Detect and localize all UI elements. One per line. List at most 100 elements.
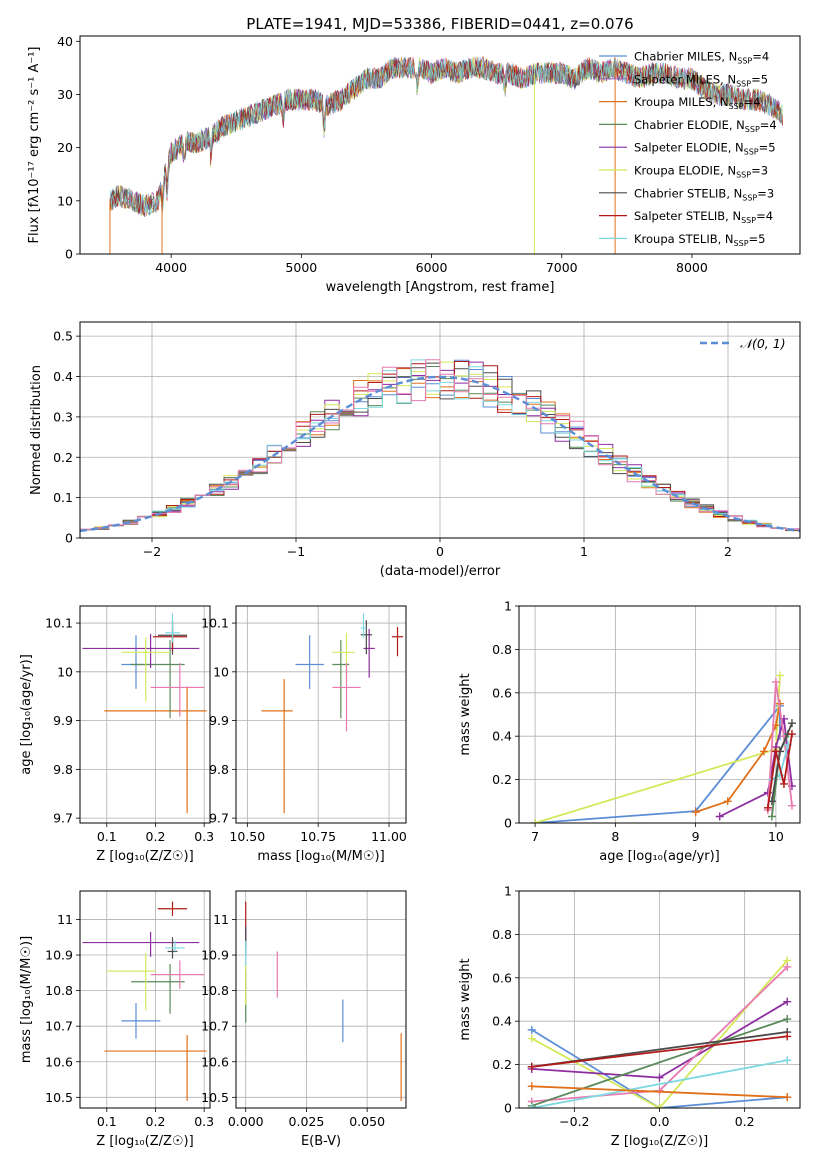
y-tick-label: 0.4	[53, 369, 73, 384]
x-tick-label: 0.3	[194, 1114, 214, 1129]
y-tick-label: 0.2	[492, 1057, 512, 1072]
y-tick-label: 11	[213, 912, 229, 927]
x-axis-label: E(B-V)	[301, 1134, 341, 1149]
panel-mass-vs-ebv: 0.000 0.025 0.050 10.5 10.6 10.7 10.8 10.9 11 E(B…	[201, 890, 407, 1149]
y-tick-label: 0.8	[492, 642, 512, 657]
weight-line	[531, 1018, 788, 1107]
errorbar-point	[121, 637, 171, 702]
y-tick-label: 10.7	[45, 1019, 73, 1034]
weight-marker	[531, 819, 540, 823]
weight-marker	[779, 779, 788, 788]
spectrum-line	[109, 57, 783, 216]
weight-line	[531, 1085, 788, 1099]
y-tick-label: 10.1	[201, 616, 229, 631]
y-axis-label: age [log₁₀(age/yr)]	[19, 654, 34, 775]
normal-curve	[80, 375, 800, 533]
legend-label: Kroupa MILES, NSSP=4	[634, 95, 760, 111]
weight-marker	[767, 812, 776, 821]
weight-marker	[527, 1062, 536, 1071]
x-tick-label: 6000	[416, 260, 448, 275]
legend-label: Kroupa ELODIE, NSSP=3	[634, 164, 768, 180]
weight-marker	[775, 671, 784, 680]
weight-marker	[763, 803, 772, 812]
weight-marker	[783, 962, 792, 971]
x-tick-label: 7	[531, 829, 539, 844]
y-tick-label: 1	[504, 599, 512, 614]
plot-area	[82, 901, 207, 1101]
weight-marker	[783, 1032, 792, 1041]
legend-label: Salpeter STELIB, NSSP=4	[634, 209, 773, 225]
y-tick-label: 9.9	[53, 713, 73, 728]
weight-marker	[787, 719, 796, 728]
y-tick-label: 10.5	[201, 1090, 229, 1105]
weight-marker	[771, 747, 780, 756]
y-tick-label: 0.4	[492, 729, 512, 744]
figure-title: PLATE=1941, MJD=53386, FIBERID=0441, z=0…	[246, 15, 633, 33]
y-tick-label: 10.8	[45, 983, 73, 998]
histogram-pink	[80, 359, 800, 538]
weight-marker	[723, 797, 732, 806]
weight-marker	[527, 1104, 536, 1108]
y-tick-label: 10.9	[201, 948, 229, 963]
errorbar-point	[360, 620, 372, 655]
x-tick-label: 0.025	[289, 1114, 325, 1129]
legend-label: Chabrier STELIB, NSSP=3	[634, 186, 774, 202]
x-tick-label: 0.2	[735, 1114, 755, 1129]
y-tick-label: 1	[504, 884, 512, 899]
plot-area	[245, 901, 402, 1101]
weight-marker	[655, 1086, 664, 1095]
y-tick-label: 9.8	[53, 762, 73, 777]
x-axis-label: (data-model)/error	[380, 564, 501, 579]
weight-marker	[771, 677, 780, 686]
x-tick-label: 0.050	[349, 1114, 385, 1129]
y-tick-label: 9.9	[209, 713, 229, 728]
errorbar-point	[363, 628, 375, 678]
errorbar-point	[106, 953, 156, 1011]
weight-marker	[783, 997, 792, 1006]
errorbar-point	[150, 960, 205, 989]
weight-line	[767, 681, 793, 811]
y-tick-label: 0	[65, 247, 73, 262]
plot-frame	[79, 321, 801, 539]
x-tick-label: 10.50	[229, 829, 265, 844]
plot-area	[261, 613, 404, 814]
legend-label: Kroupa STELIB, NSSP=5	[634, 232, 765, 248]
weight-marker	[655, 1104, 664, 1108]
errorbar-point	[82, 633, 200, 668]
weight-marker	[783, 1093, 792, 1102]
y-tick-label: 0.6	[492, 685, 512, 700]
x-tick-label: 10	[768, 829, 784, 844]
weight-marker	[787, 730, 796, 739]
y-tick-label: 0	[504, 816, 512, 831]
y-tick-label: 20	[57, 140, 73, 155]
y-tick-label: 40	[57, 34, 73, 49]
weight-marker	[715, 812, 724, 821]
plot-area	[109, 56, 783, 254]
x-tick-label: 0.000	[228, 1114, 264, 1129]
x-tick-label: 10.75	[300, 829, 336, 844]
panel-weight-vs-z: −0.2 0.0 0.2 0 0.2 0.4 0.6 0.8 1 Z [log₁₀(Z/Z☉)] m…	[458, 884, 801, 1149]
weight-line	[531, 1029, 788, 1108]
y-tick-label: 0.1	[53, 490, 73, 505]
errorbar-point	[104, 686, 207, 814]
y-tick-label: 11	[57, 912, 73, 927]
errorbar-point	[332, 663, 361, 732]
y-tick-label: 9.7	[209, 811, 229, 826]
errorbar-point	[131, 640, 185, 719]
errorbar-point	[360, 613, 367, 638]
y-tick-label: 0.6	[492, 970, 512, 985]
x-tick-label: −2	[143, 544, 161, 559]
x-tick-label: 0.0	[650, 1114, 670, 1129]
weight-marker	[759, 747, 768, 756]
weight-line	[531, 1059, 788, 1108]
errorbar-point	[104, 1035, 207, 1101]
y-tick-label: 10.8	[201, 983, 229, 998]
errorbar-point	[157, 901, 188, 916]
plot-frame	[79, 35, 801, 255]
panel-age-vs-z: 0.1 0.2 0.3 9.7 9.8 9.9 10 10.1 Z [log₁₀(Z/Z☉)] a…	[19, 605, 214, 864]
plot-area	[82, 613, 207, 814]
errorbar-point	[82, 931, 200, 957]
weight-marker	[787, 801, 796, 810]
plot-area	[80, 359, 800, 538]
y-tick-label: 10.6	[201, 1054, 229, 1069]
